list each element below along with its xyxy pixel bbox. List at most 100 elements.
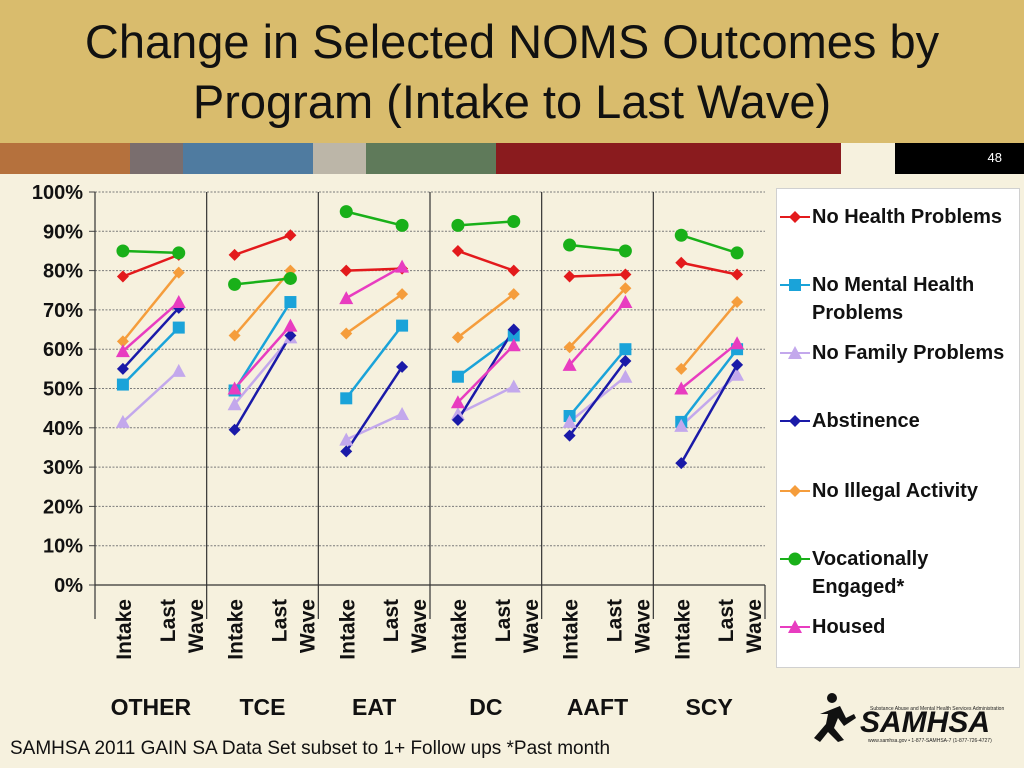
series-line [121, 307, 180, 370]
data-point [450, 395, 465, 409]
data-point [619, 268, 632, 281]
series-line [457, 385, 515, 416]
legend-symbol [780, 415, 810, 427]
data-point [451, 331, 464, 344]
y-tick-label: 90% [43, 221, 83, 243]
data-point [284, 329, 297, 342]
series-line [345, 210, 403, 227]
x-tick-label: Last Wave [603, 599, 654, 653]
legend-label: No Illegal Activity [812, 480, 978, 502]
series-line [346, 267, 403, 272]
series-line [568, 301, 627, 366]
legend-label: Housed [812, 616, 886, 638]
chart-legend: No Health Problems No Mental Health Probl… [776, 188, 1020, 668]
data-point [618, 295, 633, 309]
data-point [339, 432, 354, 446]
data-point [674, 418, 689, 432]
series-line [121, 271, 180, 343]
series-line [680, 342, 738, 390]
legend-marker [789, 211, 801, 223]
program-label: AAFT [566, 694, 629, 720]
program-label: TCE [239, 694, 286, 720]
color-stripe [313, 143, 366, 174]
data-point [619, 343, 632, 356]
data-point [562, 357, 577, 371]
data-point [228, 277, 242, 291]
data-point [116, 244, 130, 258]
data-point [227, 381, 242, 395]
color-stripe [895, 143, 1024, 174]
data-point [675, 256, 688, 269]
series-line [122, 253, 180, 278]
data-point [227, 397, 242, 411]
y-tick-label: 80% [43, 261, 83, 283]
data-point [283, 318, 298, 332]
legend-symbol [780, 552, 810, 566]
data-point [731, 268, 744, 281]
y-tick-label: 10% [43, 536, 83, 558]
title-bar: Change in Selected NOMS Outcomes by Prog… [0, 0, 1024, 143]
data-point [396, 319, 409, 332]
y-tick-label: 50% [43, 379, 83, 401]
data-point [563, 238, 577, 252]
legend-symbol [780, 279, 810, 291]
program-label: DC [469, 694, 503, 720]
data-point [115, 414, 130, 428]
x-tick-label: Last Wave [157, 599, 208, 653]
series-line [457, 220, 514, 227]
data-point [507, 288, 520, 301]
x-tick-label: Last Wave [268, 599, 319, 653]
color-stripe [496, 143, 841, 174]
x-tick-label: Intake [113, 599, 136, 660]
logo-subtext: Substance Abuse and Mental Health Servic… [870, 706, 1004, 712]
data-point [172, 321, 185, 334]
series-line [569, 243, 626, 253]
series-line [233, 334, 292, 431]
y-tick-label: 20% [43, 496, 83, 518]
series-line [680, 261, 738, 276]
data-point [340, 327, 353, 340]
series-line [457, 293, 515, 339]
series-line [457, 344, 515, 404]
line-chart: 0% 10% 20% 30% 40% 50% 60% 70% 80% 90% 100% Intake L… [32, 182, 766, 660]
legend-symbol [780, 620, 810, 633]
series-line [680, 348, 739, 423]
data-point [116, 270, 129, 283]
legend-marker [789, 415, 801, 427]
data-point [116, 335, 129, 348]
data-point [228, 423, 241, 436]
data-point [730, 336, 745, 350]
color-stripe [841, 143, 895, 174]
series-line [457, 249, 515, 272]
y-tick-label: 40% [43, 418, 83, 440]
program-label: SCY [685, 694, 733, 720]
data-point [563, 341, 576, 354]
legend-symbol [780, 211, 810, 223]
data-point [284, 296, 297, 309]
y-tick-label: 0% [54, 575, 83, 597]
data-point [618, 244, 632, 258]
series-line [233, 324, 292, 390]
data-point [451, 244, 464, 257]
data-point [172, 246, 186, 260]
legend-label: No Mental Health Problems [812, 274, 975, 324]
data-point [619, 354, 632, 367]
data-point [507, 264, 520, 277]
data-point [563, 429, 576, 442]
legend-marker [788, 346, 802, 359]
data-point [116, 378, 129, 391]
y-tick-label: 60% [43, 339, 83, 361]
x-tick-label: Intake [560, 599, 583, 660]
series-line [233, 301, 292, 392]
series-line [345, 293, 403, 335]
color-stripe [183, 143, 313, 174]
legend-symbol [780, 346, 810, 359]
legend-marker [789, 485, 801, 497]
data-point [618, 369, 633, 383]
data-point [283, 271, 297, 285]
series-line [569, 273, 626, 278]
data-point [450, 407, 465, 421]
data-point [340, 392, 353, 405]
samhsa-logo: Substance Abuse and Mental Health Servic… [810, 688, 1010, 748]
series-line [680, 301, 739, 370]
